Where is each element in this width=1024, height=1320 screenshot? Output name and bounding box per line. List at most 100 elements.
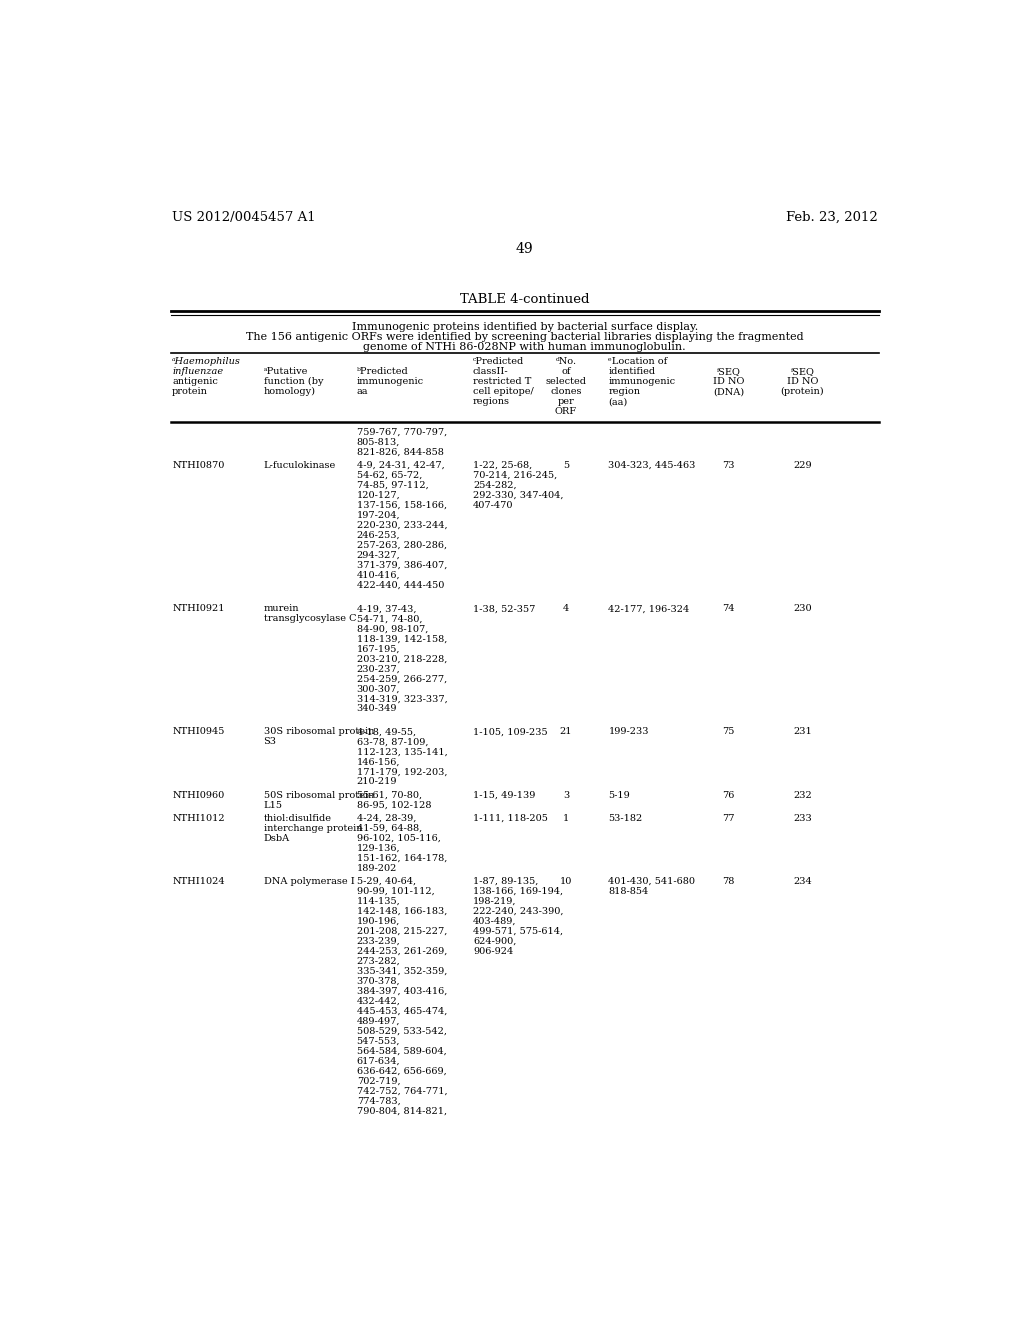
Text: 41-59, 64-88,: 41-59, 64-88, <box>356 824 422 833</box>
Text: (aa): (aa) <box>608 397 628 407</box>
Text: L15: L15 <box>263 800 283 809</box>
Text: 4-9, 24-31, 42-47,: 4-9, 24-31, 42-47, <box>356 461 444 470</box>
Text: 231: 231 <box>793 727 812 737</box>
Text: ID NO: ID NO <box>713 378 744 385</box>
Text: selected: selected <box>546 378 587 385</box>
Text: 74: 74 <box>722 605 735 614</box>
Text: 370-378,: 370-378, <box>356 977 400 986</box>
Text: DNA polymerase I: DNA polymerase I <box>263 876 354 886</box>
Text: 384-397, 403-416,: 384-397, 403-416, <box>356 987 447 995</box>
Text: 547-553,: 547-553, <box>356 1038 400 1045</box>
Text: 246-253,: 246-253, <box>356 531 400 540</box>
Text: 63-78, 87-109,: 63-78, 87-109, <box>356 738 428 746</box>
Text: 129-136,: 129-136, <box>356 843 400 853</box>
Text: TABLE 4-continued: TABLE 4-continued <box>460 293 590 306</box>
Text: 142-148, 166-183,: 142-148, 166-183, <box>356 907 447 916</box>
Text: 53-182: 53-182 <box>608 813 643 822</box>
Text: 114-135,: 114-135, <box>356 896 400 906</box>
Text: aa: aa <box>356 387 368 396</box>
Text: Immunogenic proteins identified by bacterial surface display.: Immunogenic proteins identified by bacte… <box>351 322 698 331</box>
Text: 340-349: 340-349 <box>356 705 397 713</box>
Text: ORF: ORF <box>555 407 577 416</box>
Text: 73: 73 <box>722 461 735 470</box>
Text: 54-71, 74-80,: 54-71, 74-80, <box>356 614 422 623</box>
Text: 78: 78 <box>723 876 735 886</box>
Text: of: of <box>561 367 570 376</box>
Text: 1-15, 49-139: 1-15, 49-139 <box>473 791 536 800</box>
Text: 138-166, 169-194,: 138-166, 169-194, <box>473 887 563 896</box>
Text: ᵇPredicted: ᵇPredicted <box>356 367 409 376</box>
Text: S3: S3 <box>263 738 276 746</box>
Text: 1-22, 25-68,: 1-22, 25-68, <box>473 461 532 470</box>
Text: function (by: function (by <box>263 378 324 387</box>
Text: 422-440, 444-450: 422-440, 444-450 <box>356 581 444 590</box>
Text: 151-162, 164-178,: 151-162, 164-178, <box>356 854 447 863</box>
Text: 222-240, 243-390,: 222-240, 243-390, <box>473 907 563 916</box>
Text: 4: 4 <box>563 605 569 614</box>
Text: 50S ribosomal protein: 50S ribosomal protein <box>263 791 374 800</box>
Text: 5-19: 5-19 <box>608 791 630 800</box>
Text: 410-416,: 410-416, <box>356 572 400 579</box>
Text: NTHI0921: NTHI0921 <box>172 605 224 614</box>
Text: 818-854: 818-854 <box>608 887 649 896</box>
Text: 220-230, 233-244,: 220-230, 233-244, <box>356 521 447 531</box>
Text: 189-202: 189-202 <box>356 863 397 873</box>
Text: 508-529, 533-542,: 508-529, 533-542, <box>356 1027 446 1036</box>
Text: 1-38, 52-357: 1-38, 52-357 <box>473 605 536 614</box>
Text: ᵃPutative: ᵃPutative <box>263 367 308 376</box>
Text: 10: 10 <box>560 876 572 886</box>
Text: 54-62, 65-72,: 54-62, 65-72, <box>356 471 422 480</box>
Text: interchange protein: interchange protein <box>263 824 362 833</box>
Text: 4-19, 37-43,: 4-19, 37-43, <box>356 605 416 614</box>
Text: 254-259, 266-277,: 254-259, 266-277, <box>356 675 446 684</box>
Text: region: region <box>608 387 640 396</box>
Text: 90-99, 101-112,: 90-99, 101-112, <box>356 887 434 896</box>
Text: per: per <box>557 397 574 407</box>
Text: 118-139, 142-158,: 118-139, 142-158, <box>356 635 447 643</box>
Text: 304-323, 445-463: 304-323, 445-463 <box>608 461 696 470</box>
Text: 273-282,: 273-282, <box>356 957 400 966</box>
Text: ᶠSEQ: ᶠSEQ <box>791 367 814 376</box>
Text: 742-752, 764-771,: 742-752, 764-771, <box>356 1088 447 1096</box>
Text: 84-90, 98-107,: 84-90, 98-107, <box>356 624 428 634</box>
Text: ᵈNo.: ᵈNo. <box>555 358 577 366</box>
Text: 137-156, 158-166,: 137-156, 158-166, <box>356 502 446 510</box>
Text: 257-263, 280-286,: 257-263, 280-286, <box>356 541 446 550</box>
Text: 335-341, 352-359,: 335-341, 352-359, <box>356 966 447 975</box>
Text: 906-924: 906-924 <box>473 946 513 956</box>
Text: antigenic: antigenic <box>172 378 218 385</box>
Text: 86-95, 102-128: 86-95, 102-128 <box>356 800 431 809</box>
Text: NTHI0870: NTHI0870 <box>172 461 224 470</box>
Text: 617-634,: 617-634, <box>356 1057 400 1067</box>
Text: (protein): (protein) <box>780 387 824 396</box>
Text: 74-85, 97-112,: 74-85, 97-112, <box>356 480 428 490</box>
Text: 30S ribosomal protein: 30S ribosomal protein <box>263 727 374 737</box>
Text: regions: regions <box>473 397 510 407</box>
Text: 171-179, 192-203,: 171-179, 192-203, <box>356 767 447 776</box>
Text: The 156 antigenic ORFs were identified by screening bacterial libraries displayi: The 156 antigenic ORFs were identified b… <box>246 331 804 342</box>
Text: 821-826, 844-858: 821-826, 844-858 <box>356 447 443 457</box>
Text: ᵃHaemophilus: ᵃHaemophilus <box>172 358 241 366</box>
Text: murein: murein <box>263 605 299 614</box>
Text: 314-319, 323-337,: 314-319, 323-337, <box>356 694 447 704</box>
Text: immunogenic: immunogenic <box>608 378 676 385</box>
Text: 1-111, 118-205: 1-111, 118-205 <box>473 813 548 822</box>
Text: (DNA): (DNA) <box>713 387 744 396</box>
Text: 198-219,: 198-219, <box>473 896 516 906</box>
Text: 70-214, 216-245,: 70-214, 216-245, <box>473 471 557 480</box>
Text: 167-195,: 167-195, <box>356 644 400 653</box>
Text: NTHI0945: NTHI0945 <box>172 727 224 737</box>
Text: 197-204,: 197-204, <box>356 511 400 520</box>
Text: transglycosylase C: transglycosylase C <box>263 614 356 623</box>
Text: 292-330, 347-404,: 292-330, 347-404, <box>473 491 563 500</box>
Text: 112-123, 135-141,: 112-123, 135-141, <box>356 747 447 756</box>
Text: ᵉLocation of: ᵉLocation of <box>608 358 668 366</box>
Text: NTHI1024: NTHI1024 <box>172 876 225 886</box>
Text: L-fuculokinase: L-fuculokinase <box>263 461 336 470</box>
Text: 244-253, 261-269,: 244-253, 261-269, <box>356 946 447 956</box>
Text: ID NO: ID NO <box>786 378 818 385</box>
Text: US 2012/0045457 A1: US 2012/0045457 A1 <box>172 211 315 224</box>
Text: 702-719,: 702-719, <box>356 1077 400 1086</box>
Text: homology): homology) <box>263 387 315 396</box>
Text: 96-102, 105-116,: 96-102, 105-116, <box>356 834 440 842</box>
